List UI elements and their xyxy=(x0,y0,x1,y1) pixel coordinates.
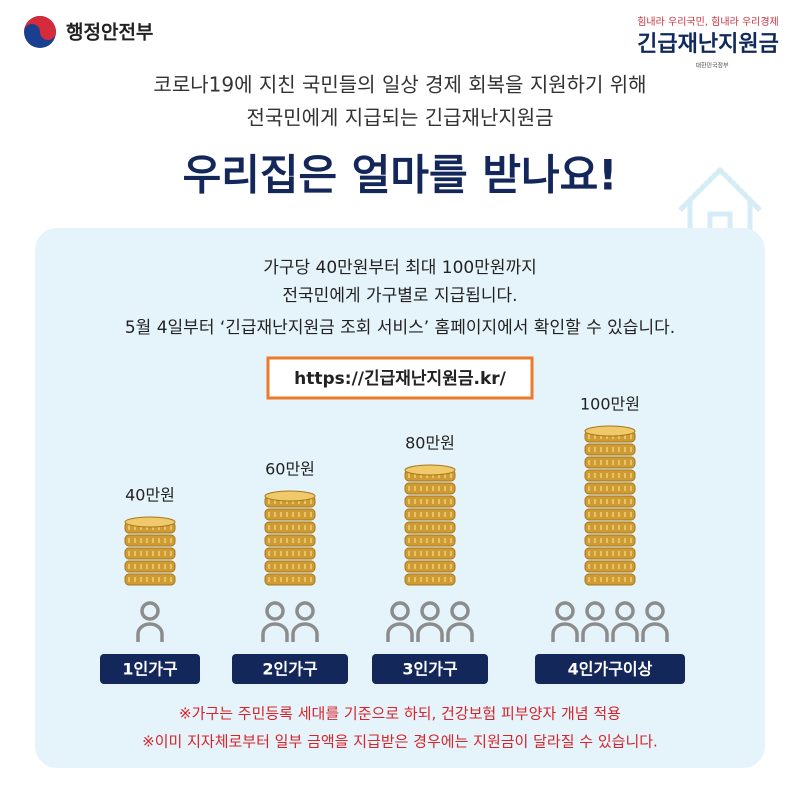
coin xyxy=(584,495,636,508)
coin xyxy=(404,521,456,534)
program-logo: 긴급재난지원금 xyxy=(637,32,779,57)
slogan: 힘내라 우리국민, 힘내라 우리경제 xyxy=(637,15,779,28)
coin xyxy=(404,482,456,495)
government: 대한민국정부 xyxy=(695,62,729,70)
coin xyxy=(584,573,636,586)
coin xyxy=(584,560,636,573)
person-head xyxy=(585,601,605,621)
coin xyxy=(264,547,316,560)
coin xyxy=(584,456,636,469)
people-icons xyxy=(261,601,319,642)
household-box xyxy=(100,654,200,684)
person-head xyxy=(265,601,285,621)
amount: 40만원 xyxy=(125,486,175,505)
coin-stack xyxy=(124,516,176,586)
person-body xyxy=(416,622,444,642)
amount: 80만원 xyxy=(405,434,455,453)
coin-top xyxy=(264,490,316,502)
coin xyxy=(584,547,636,560)
emblem xyxy=(24,16,56,48)
household: 2인가구 xyxy=(262,660,318,679)
main-title: 우리집은 얼마를 받나요! xyxy=(183,151,618,200)
person-head xyxy=(140,601,160,621)
person-body xyxy=(581,622,609,642)
panel-line: 전국민에게 가구별로 지급됩니다. xyxy=(282,286,517,306)
person-head xyxy=(615,601,635,621)
url[interactable]: https://긴급재난지원금.kr/ xyxy=(294,369,506,389)
coin xyxy=(404,573,456,586)
coin-stack xyxy=(404,464,456,586)
coin xyxy=(264,573,316,586)
coin xyxy=(584,508,636,521)
person-body xyxy=(261,622,289,642)
amount: 60만원 xyxy=(265,460,315,479)
person-body xyxy=(136,622,164,642)
coin xyxy=(264,560,316,573)
intro-line: 코로나19에 지친 국민들의 일상 경제 회복을 지원하기 위해 xyxy=(153,73,646,97)
person-head xyxy=(645,601,665,621)
person-head xyxy=(295,601,315,621)
people-icons xyxy=(551,601,669,642)
coin-stack xyxy=(264,490,316,586)
coin xyxy=(584,443,636,456)
note: ※가구는 주민등록 세대를 기준으로 하되, 건강보험 피부양자 개념 적용 xyxy=(179,705,621,723)
person-head xyxy=(555,601,575,621)
coin xyxy=(584,469,636,482)
person-body xyxy=(611,622,639,642)
coin xyxy=(264,521,316,534)
coin xyxy=(584,482,636,495)
panel-line: 5월 4일부터 ‘긴급재난지원금 조회 서비스’ 홈페이지에서 확인할 수 있습… xyxy=(125,318,675,338)
amount: 100만원 xyxy=(580,395,640,414)
coin xyxy=(264,534,316,547)
url-box[interactable]: https://긴급재난지원금.kr/ xyxy=(266,356,534,400)
coin xyxy=(584,534,636,547)
ministry: 행정안전부 xyxy=(66,22,153,44)
coin xyxy=(124,560,176,573)
coin-top xyxy=(584,425,636,437)
note: ※이미 지자체로부터 일부 금액을 지급받은 경우에는 지원금이 달라질 수 있… xyxy=(142,733,658,751)
household: 4인가구이상 xyxy=(568,660,653,679)
person-body xyxy=(386,622,414,642)
person-head xyxy=(450,601,470,621)
coin xyxy=(404,495,456,508)
house-icon xyxy=(678,166,762,235)
coin xyxy=(264,508,316,521)
coin xyxy=(124,547,176,560)
household: 3인가구 xyxy=(402,660,458,679)
household: 1인가구 xyxy=(122,660,178,679)
coin xyxy=(584,521,636,534)
person-body xyxy=(291,622,319,642)
coin-top xyxy=(124,516,176,528)
coin xyxy=(404,534,456,547)
coin xyxy=(124,534,176,547)
coin-stack xyxy=(584,425,636,586)
coin xyxy=(404,560,456,573)
person-body xyxy=(551,622,579,642)
coin xyxy=(404,547,456,560)
coin xyxy=(124,573,176,586)
household-box xyxy=(372,654,488,684)
household-box xyxy=(232,654,348,684)
intro-line: 전국민에게 지급되는 긴급재난지원금 xyxy=(246,106,553,130)
people-icons xyxy=(136,601,164,642)
person-body xyxy=(641,622,669,642)
person-head xyxy=(390,601,410,621)
url-border xyxy=(266,356,534,400)
panel-line: 가구당 40만원부터 최대 100만원까지 xyxy=(263,258,537,278)
person-body xyxy=(446,622,474,642)
coin-top xyxy=(404,464,456,476)
person-head xyxy=(420,601,440,621)
household-box xyxy=(535,654,685,684)
people-icons xyxy=(386,601,474,642)
coin xyxy=(404,508,456,521)
